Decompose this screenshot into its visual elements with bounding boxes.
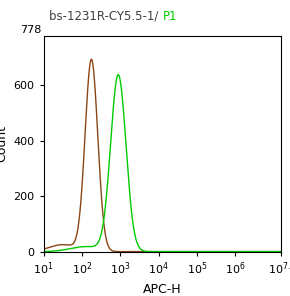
- Text: 778: 778: [20, 25, 41, 35]
- X-axis label: APC-H: APC-H: [143, 283, 182, 296]
- Y-axis label: Count: Count: [0, 125, 8, 162]
- Text: bs-1231R-CY5.5-1/: bs-1231R-CY5.5-1/: [49, 9, 162, 22]
- Text: P1: P1: [162, 9, 177, 22]
